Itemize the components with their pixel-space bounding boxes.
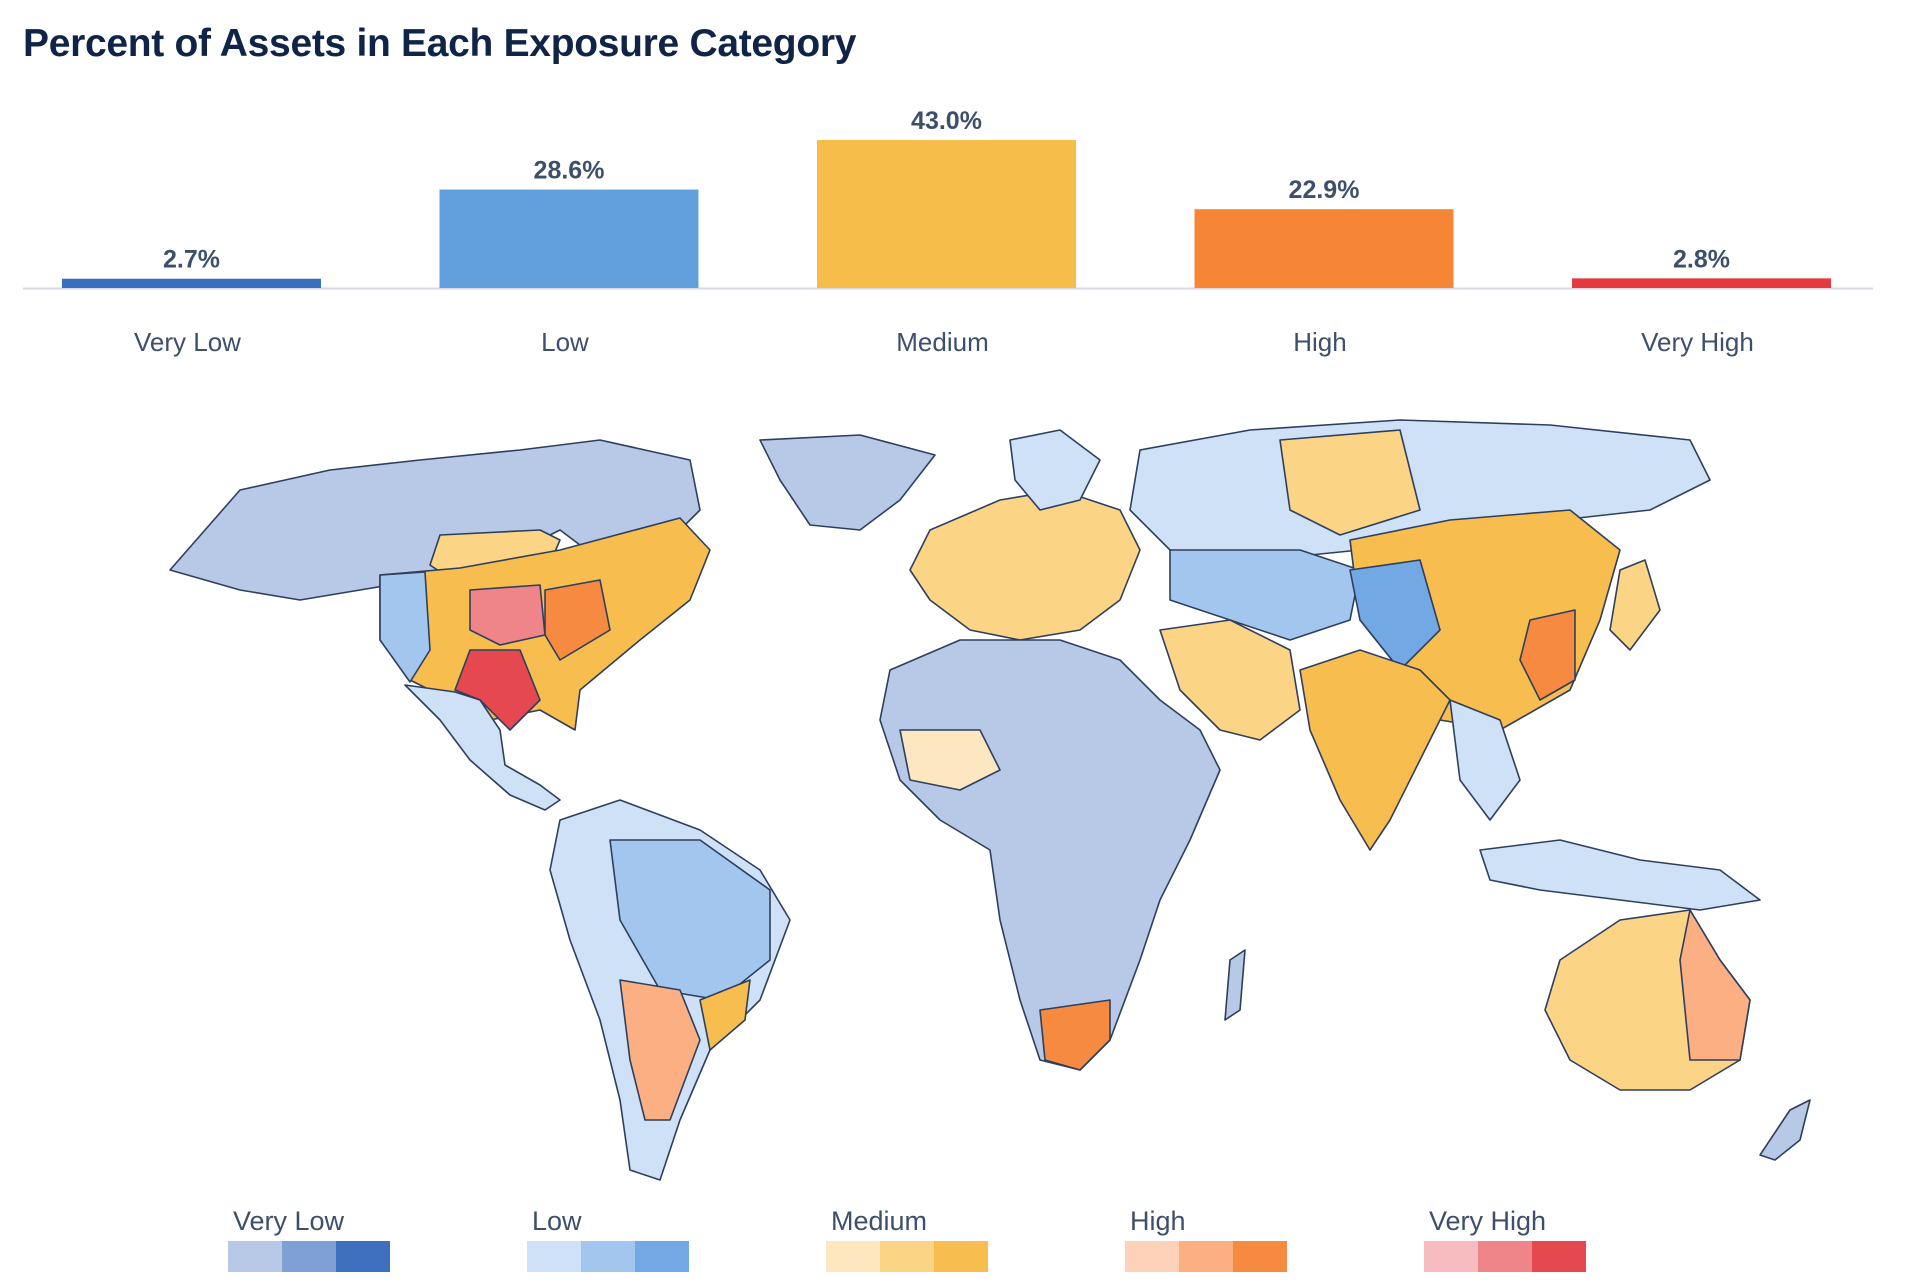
legend-swatch-low-1 [527,1241,581,1272]
map-region-texas [454,649,541,731]
legend-group-low: Low [527,1205,689,1272]
bar-value-very-low: 2.7% [163,246,220,274]
map-region-usa-plains [469,584,546,646]
legend-swatch-high-2 [1179,1241,1233,1272]
map-region-brazil-south [699,979,751,1051]
map-region-madagascar [1224,949,1246,1021]
legend-swatch-very-low-2 [282,1241,336,1272]
category-label-medium: Medium [896,327,988,357]
bar-high [1194,209,1454,288]
bar-very-low [62,278,321,288]
map-region-southeast-asia [1449,699,1521,821]
map-region-siberia-central [1279,429,1421,536]
legend-swatch-high-1 [1125,1241,1179,1272]
map-region-india [1299,649,1451,851]
category-label-low: Low [541,327,589,357]
map-region-new-zealand [1759,1099,1811,1161]
legend-label-very-high: Very High [1429,1206,1547,1236]
map-region-brazil [609,839,771,1001]
legend-group-high: High [1125,1205,1287,1272]
legend-swatch-very-high-2 [1478,1241,1532,1272]
legend-swatch-low-3 [635,1241,689,1272]
map-region-europe [909,489,1141,641]
map-region-argentina [619,979,701,1121]
legend-label-medium: Medium [831,1206,928,1236]
bar-medium [817,140,1076,288]
legend-swatch-very-high-1 [1424,1241,1478,1272]
legend-swatch-medium-2 [880,1241,934,1272]
map-region-japan [1609,559,1661,651]
map-region-china-west [1349,559,1441,671]
map-region-south-africa [1039,999,1111,1071]
bar-value-high: 22.9% [1289,176,1360,204]
bar-low [439,189,699,288]
legend-swatch-very-high-3 [1532,1241,1586,1272]
legend-swatches-medium [826,1241,988,1272]
map-region-mexico [404,684,561,811]
chart-title: Percent of Assets in Each Exposure Categ… [23,22,857,65]
bar-value-medium: 43.0% [911,107,982,135]
legend-swatch-very-low-1 [228,1241,282,1272]
bar-very-high [1572,278,1831,288]
exposure-bar-chart: 2.7% Very Low 28.6% Low 43.0% Medium 22.9% High… [23,107,1873,357]
map-region-central-asia [1169,549,1361,641]
map-region-africa [879,639,1221,1071]
map-region-greenland [759,434,936,531]
legend-swatches-very-low [228,1241,390,1272]
legend-swatch-high-3 [1233,1241,1287,1272]
map-region-australia-east [1679,909,1751,1061]
map-region-scandinavia [1009,429,1101,511]
legend-group-medium: Medium [826,1205,988,1272]
map-region-china-east [1519,609,1576,701]
legend-label-very-low: Very Low [233,1206,345,1236]
legend-swatches-very-high [1424,1241,1586,1272]
map-region-west-africa [899,729,1001,791]
category-label-very-high: Very High [1641,327,1754,357]
map-region-usa-west [379,571,431,683]
legend-group-very-low: Very Low [228,1205,390,1272]
legend-label-high: High [1130,1206,1186,1236]
map-region-indonesia [1479,839,1761,911]
category-label-very-low: Very Low [134,327,241,357]
legend-swatch-medium-1 [826,1241,880,1272]
map-region-middle-east [1159,619,1301,741]
legend-group-very-high: Very High [1424,1205,1586,1272]
category-label-high: High [1293,327,1346,357]
map-region-usa-midwest [544,579,611,661]
bar-value-very-high: 2.8% [1673,245,1730,273]
bar-value-low: 28.6% [534,157,605,185]
legend-swatch-low-2 [581,1241,635,1272]
legend-swatch-very-low-3 [336,1241,390,1272]
legend-swatches-high [1125,1241,1287,1272]
world-map [169,419,1811,1181]
legend-swatches-low [527,1241,689,1272]
map-legend: Very Low Low Medium High Very High [0,1205,1920,1286]
legend-swatch-medium-3 [934,1241,988,1272]
legend-label-low: Low [532,1206,582,1236]
